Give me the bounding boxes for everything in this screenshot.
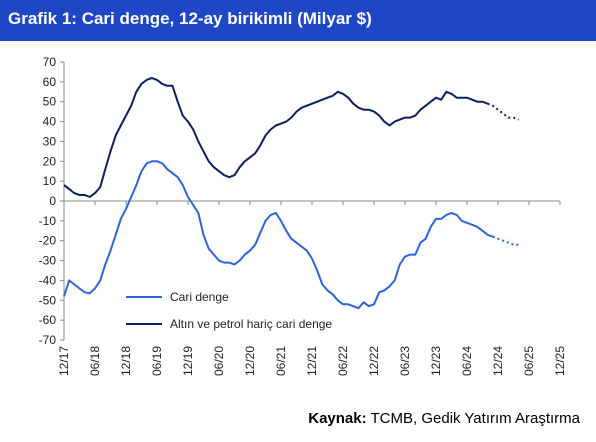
series-line-cari-denge [63,160,494,310]
x-tick-label: 12/18 [119,346,133,376]
x-tick-label: 12/19 [181,346,195,376]
y-tick-label: -70 [39,333,57,347]
x-tick-label: 06/20 [212,346,226,376]
chart-title: Grafik 1: Cari denge, 12-ay birikimli (M… [8,9,372,28]
x-tick-label: 12/25 [553,346,567,376]
x-tick-label: 06/24 [460,346,474,376]
y-tick-label: -30 [39,254,57,268]
x-tick-label: 06/22 [336,346,350,376]
x-tick-label: 12/17 [57,346,71,376]
y-tick-label: 50 [43,95,57,109]
y-tick-label: -10 [39,214,57,228]
x-tick-label: 06/25 [522,346,536,376]
x-tick-label: 12/21 [305,346,319,376]
series-line-altin-petrol-haric [63,76,489,198]
y-tick-label: 70 [43,55,57,69]
y-tick-label: -20 [39,234,57,248]
y-tick-label: -60 [39,313,57,327]
legend-label-cari-denge: Cari denge [170,290,229,304]
source-label: Kaynak: [308,410,367,427]
source-note: Kaynak: TCMB, Gedik Yatırım Araştırma [308,410,580,427]
y-tick-label: 40 [43,115,57,129]
x-tick-label: 12/22 [367,346,381,376]
x-tick-label: 06/18 [88,346,102,376]
series-forecast-cari-denge [492,235,519,246]
x-tick-label: 12/20 [243,346,257,376]
x-tick-label: 06/23 [398,346,412,376]
y-tick-label: -40 [39,273,57,287]
source-text: TCMB, Gedik Yatırım Araştırma [366,410,581,427]
y-tick-label: 0 [49,194,56,208]
legend-label-altin-petrol-haric: Altın ve petrol hariç cari denge [170,317,332,331]
series-forecast-altin-petrol-haric [487,102,520,121]
x-tick-label: 12/23 [429,346,443,376]
x-tick-label: 06/19 [150,346,164,376]
y-tick-label: 30 [43,134,57,148]
x-tick-label: 06/21 [274,346,288,376]
x-tick-label: 12/24 [491,346,505,376]
line-chart: 706050403020100-10-20-30-40-50-60-7012/1… [39,55,567,376]
y-tick-label: 10 [43,174,57,188]
y-tick-label: -50 [39,293,57,307]
chart-title-bar: Grafik 1: Cari denge, 12-ay birikimli (M… [0,0,596,41]
y-tick-label: 20 [43,154,57,168]
y-tick-label: 60 [43,75,57,89]
